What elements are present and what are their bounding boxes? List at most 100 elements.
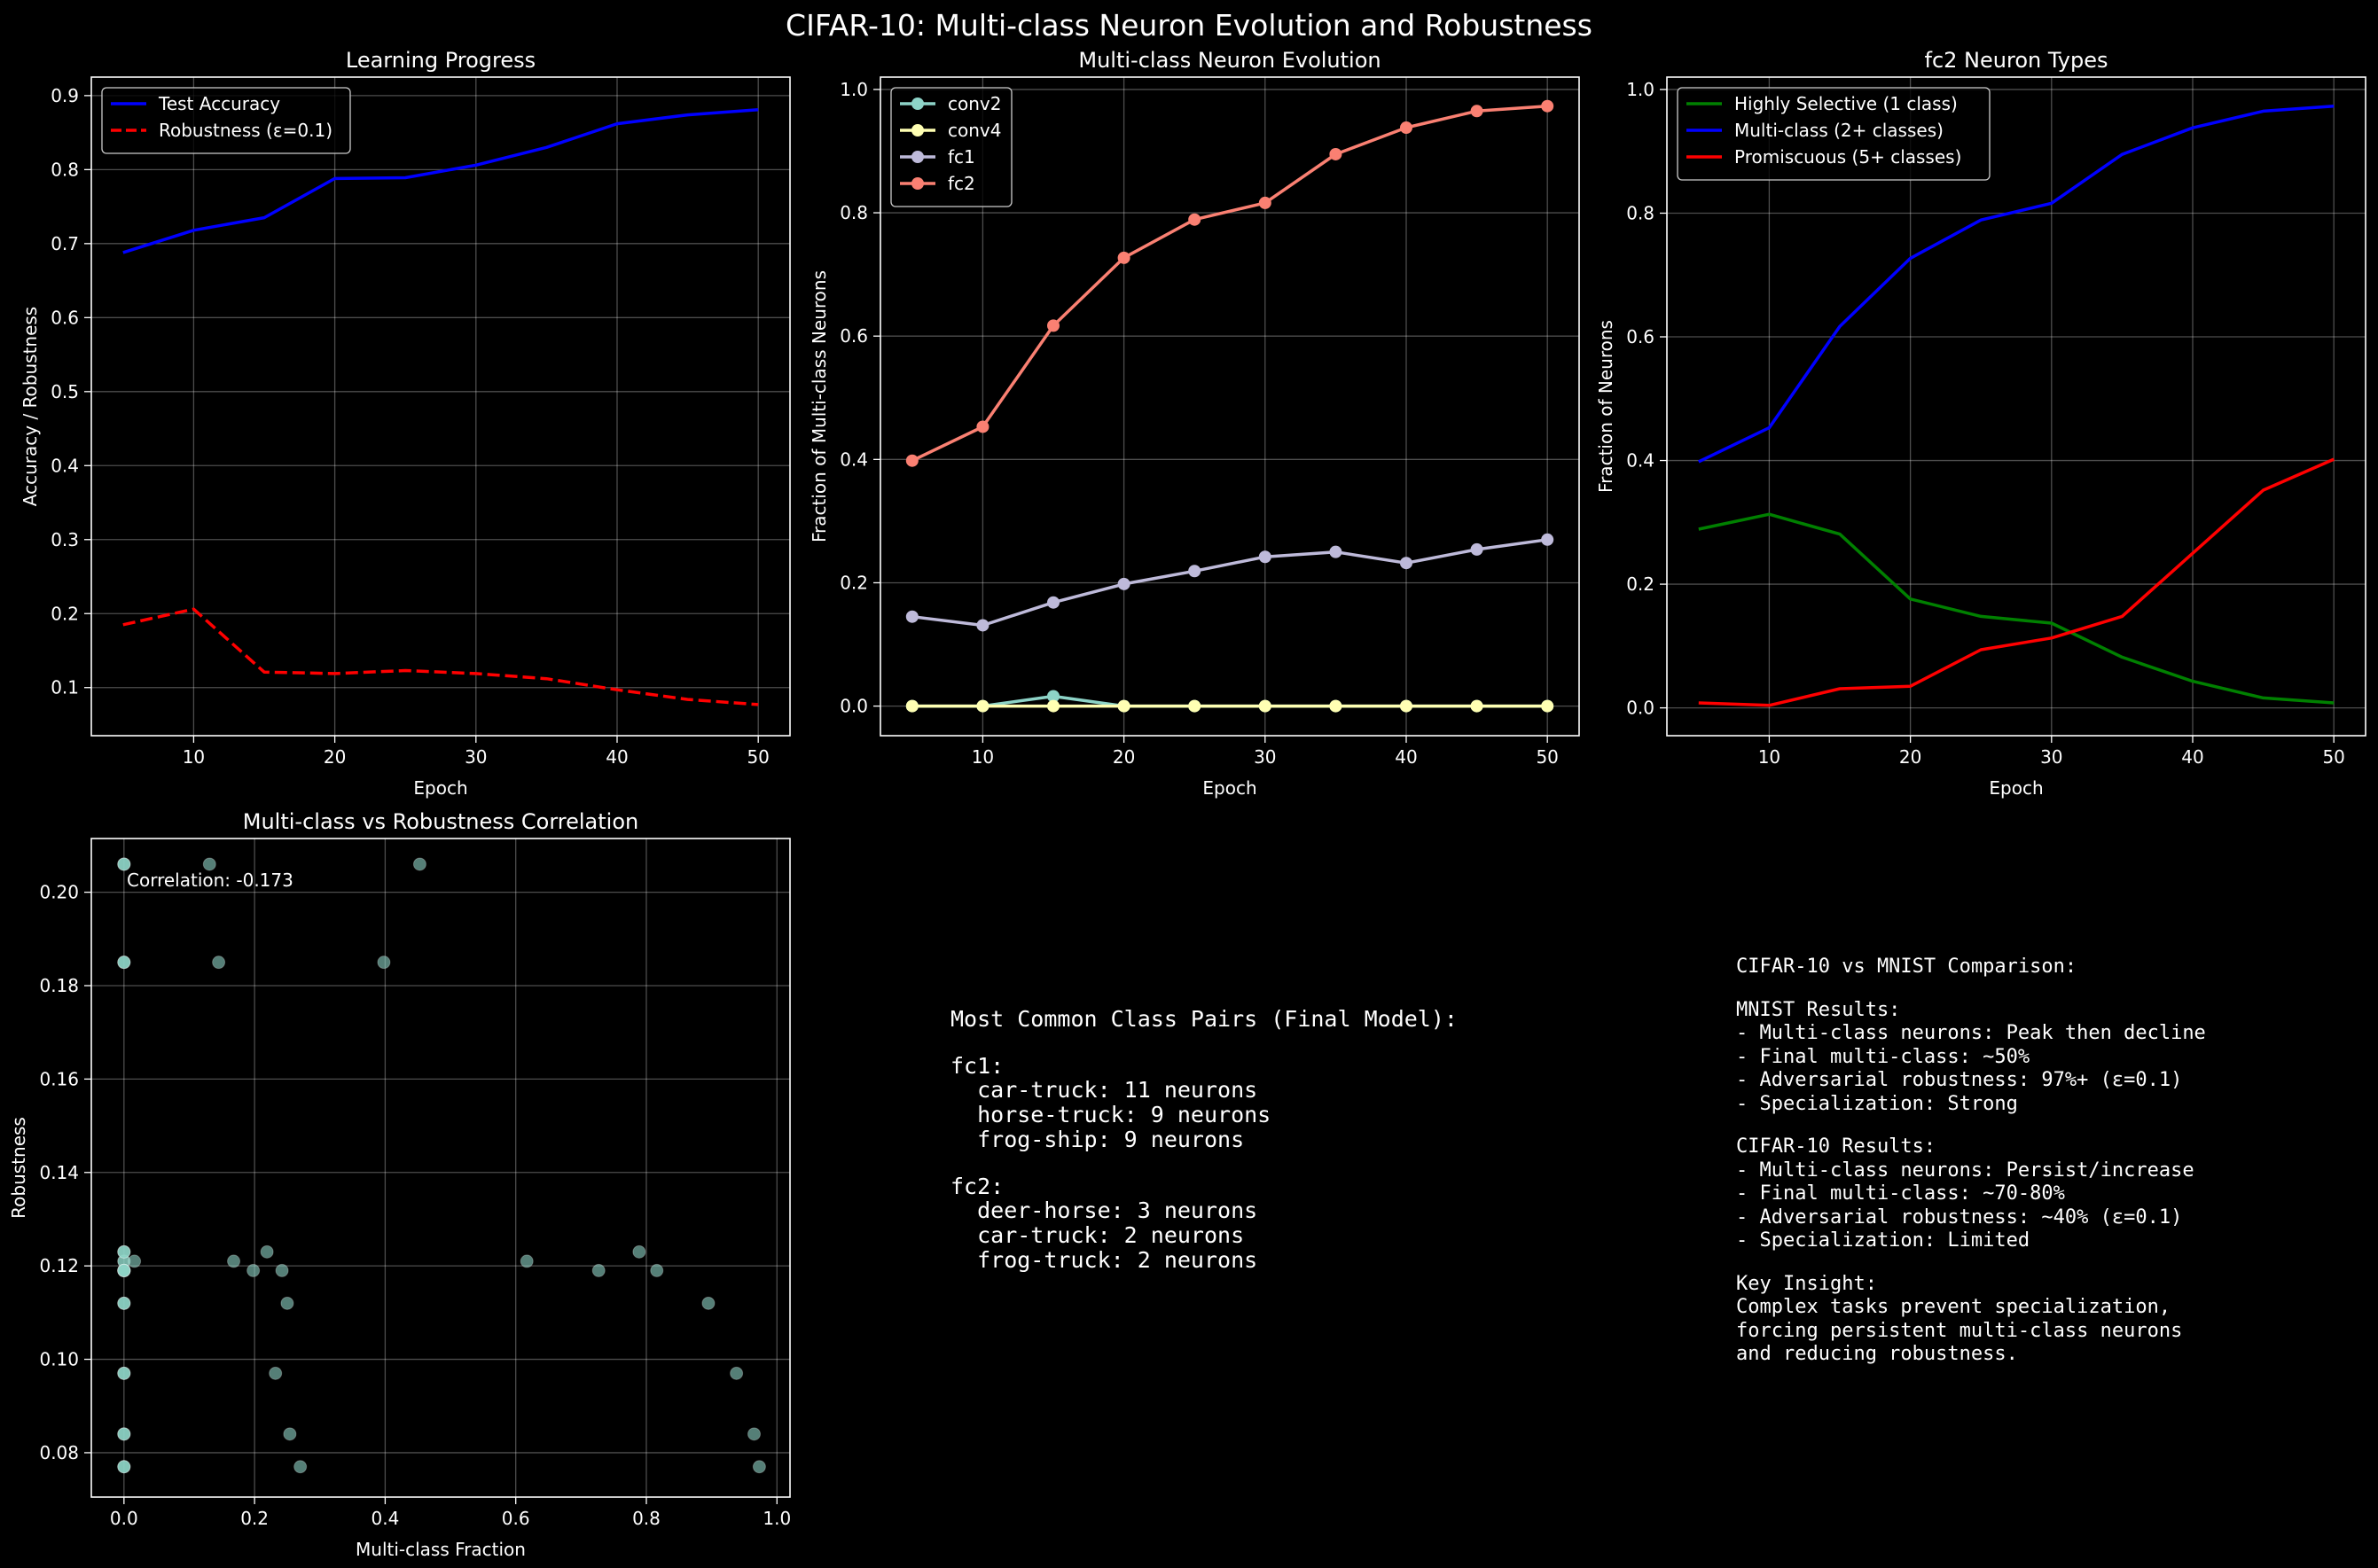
- data-point: [1188, 213, 1201, 226]
- y-tick-label: 0.5: [51, 381, 79, 402]
- series-line-highly-selective-1-class-: [1698, 512, 2335, 705]
- data-point: [1117, 251, 1130, 264]
- data-point: [1541, 699, 1554, 713]
- scatter-point: [227, 1254, 241, 1268]
- data-point: [976, 699, 990, 713]
- data-point: [1047, 690, 1060, 703]
- comparison-panel: CIFAR-10 vs MNIST Comparison: MNIST Resul…: [1736, 956, 2206, 1367]
- class-pairs-panel: Most Common Class Pairs (Final Model): fc…: [950, 1007, 1458, 1272]
- scatter-point: [260, 1244, 274, 1259]
- comparison-line: - Multi-class neurons: Peak then decline: [1736, 1022, 2206, 1044]
- x-tick-label: 40: [1395, 746, 1417, 768]
- scatter-point: [117, 1263, 131, 1277]
- scatter-point: [293, 1460, 308, 1474]
- y-axis-label: Fraction of Neurons: [1595, 320, 1616, 493]
- y-tick-label: 0.2: [1626, 573, 1654, 595]
- class-pairs-line: fc1:: [950, 1052, 1005, 1079]
- x-axis-label: Epoch: [413, 777, 467, 799]
- x-tick-label: 0.2: [240, 1508, 269, 1529]
- data-point: [1258, 196, 1271, 209]
- data-point: [1258, 550, 1271, 564]
- data-point: [1470, 699, 1483, 713]
- legend-marker: [911, 177, 924, 190]
- chart-title: Multi-class vs Robustness Correlation: [243, 809, 638, 834]
- scatter-point: [117, 857, 131, 871]
- scatter-point: [117, 1460, 131, 1474]
- chart-4: 0.0 0.2 0.4 0.6 0.8 1.0 0.08 0.10 0.12 0.14 0.16 0.…: [8, 809, 791, 1560]
- class-pairs-line: car-truck: 11 neurons: [950, 1077, 1258, 1104]
- y-tick-label: 0.2: [840, 572, 868, 593]
- scatter-point: [212, 956, 226, 970]
- legend-label: Test Accuracy: [158, 93, 280, 114]
- scatter-point: [117, 1244, 131, 1259]
- scatter-point: [701, 1296, 716, 1310]
- x-tick-label: 20: [1113, 746, 1135, 768]
- legend: Test Accuracy Robustness (ε=0.1): [101, 87, 351, 154]
- legend-marker: [911, 98, 924, 110]
- scatter-point: [412, 857, 426, 871]
- figure-title: CIFAR-10: Multi-class Neuron Evolution a…: [786, 8, 1592, 43]
- comparison-line: [1736, 1253, 2206, 1273]
- y-tick-label: 0.6: [840, 325, 868, 347]
- scatter-point: [117, 956, 131, 970]
- legend-label: conv4: [948, 120, 1001, 141]
- y-tick-label: 0.2: [51, 603, 79, 624]
- series-line-multi-class-2-classes-: [1698, 105, 2335, 464]
- data-point: [1188, 699, 1201, 713]
- x-tick-label: 50: [2322, 746, 2344, 768]
- comparison-line: - Specialization: Limited: [1736, 1229, 2030, 1252]
- class-pairs-line: car-truck: 2 neurons: [950, 1221, 1245, 1248]
- y-tick-label: 0.9: [51, 85, 79, 106]
- axes-frame: [90, 76, 791, 737]
- scatter-point: [377, 956, 391, 970]
- x-tick-label: 1.0: [763, 1508, 791, 1529]
- comparison-line: - Multi-class neurons: Persist/increase: [1736, 1158, 2194, 1182]
- comparison-line: Key Insight:: [1736, 1272, 1877, 1295]
- y-tick-label: 0.7: [51, 233, 79, 254]
- data-point: [1541, 533, 1554, 546]
- y-tick-label: 0.0: [1626, 698, 1654, 719]
- class-pairs-line: frog-ship: 9 neurons: [950, 1126, 1245, 1152]
- scatter-point: [202, 857, 216, 871]
- x-tick-label: 30: [1254, 746, 1276, 768]
- x-tick-label: 50: [1536, 746, 1558, 768]
- legend: conv2 conv4 fc1 fc2: [890, 87, 1013, 207]
- x-tick-label: 0.0: [110, 1508, 138, 1529]
- y-tick-label: 0.4: [840, 449, 868, 470]
- scatter-point: [520, 1254, 534, 1268]
- x-axis-label: Epoch: [1202, 777, 1256, 799]
- series-line-promiscuous-5-classes-: [1698, 457, 2335, 707]
- comparison-line: - Adversarial robustness: ~40% (ε=0.1): [1736, 1205, 2183, 1229]
- axes-frame: [880, 76, 1580, 737]
- data-point: [905, 699, 919, 713]
- legend-box: [101, 87, 351, 154]
- y-tick-label: 0.08: [39, 1442, 79, 1463]
- data-point: [1470, 105, 1483, 118]
- data-point: [1047, 699, 1060, 713]
- legend-marker: [911, 124, 924, 137]
- y-axis-label: Fraction of Multi-class Neurons: [809, 270, 830, 542]
- y-tick-label: 0.8: [840, 202, 868, 223]
- comparison-line: CIFAR-10 vs MNIST Comparison:: [1736, 956, 2077, 978]
- data-point: [905, 610, 919, 623]
- comparison-line: - Final multi-class: ~50%: [1736, 1045, 2030, 1068]
- y-axis-label: Robustness: [8, 1117, 29, 1219]
- data-point: [1329, 147, 1342, 160]
- y-tick-label: 1.0: [840, 79, 868, 100]
- comparison-line: [1736, 979, 2206, 999]
- y-tick-label: 0.8: [51, 159, 79, 180]
- chart-title: Learning Progress: [346, 48, 536, 73]
- x-axis-label: Epoch: [1989, 777, 2043, 799]
- scatter-point: [591, 1263, 606, 1277]
- y-tick-label: 0.18: [39, 975, 79, 996]
- y-axis-label: Accuracy / Robustness: [20, 307, 41, 506]
- scatter-point: [117, 1296, 131, 1310]
- class-pairs-line: Most Common Class Pairs (Final Model):: [950, 1006, 1458, 1032]
- comparison-line: - Final multi-class: ~70-80%: [1736, 1182, 2065, 1205]
- x-tick-label: 40: [606, 746, 628, 768]
- y-tick-label: 1.0: [1626, 79, 1654, 100]
- legend-box: [1677, 87, 1991, 181]
- axes-frame: [1666, 76, 2366, 737]
- scatter-point: [650, 1263, 664, 1277]
